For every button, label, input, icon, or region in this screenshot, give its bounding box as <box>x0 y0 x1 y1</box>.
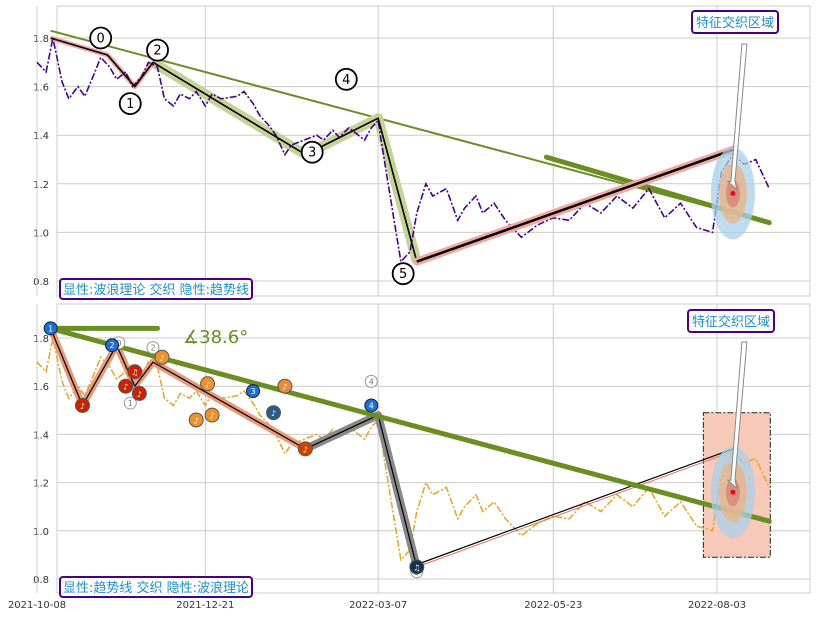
pivot-marker <box>74 397 90 413</box>
wave-label: 2 <box>153 44 161 59</box>
pivot-marker-glyph: ♪ <box>137 390 142 399</box>
callout-box <box>687 309 775 333</box>
wave-point-label: 3 <box>251 387 256 396</box>
wave-label-circle <box>300 140 324 164</box>
wave-point-marker <box>105 338 120 353</box>
pivot-marker <box>297 441 313 457</box>
pivot-marker <box>204 407 220 423</box>
pivot-marker-glyph: ♪ <box>194 416 199 425</box>
pivot-marker <box>200 376 216 392</box>
callout-text: 特征交织区域 <box>692 314 770 330</box>
wave-label: 3 <box>308 146 316 161</box>
wave-label: 1 <box>126 97 134 112</box>
hidden-wave-label-circle <box>146 341 160 355</box>
x-tick-label: 2021-10-08 <box>8 600 66 611</box>
hidden-trend-line <box>416 448 734 566</box>
wave-point-marker <box>43 321 58 336</box>
hidden-wave-label-circle <box>364 374 378 388</box>
hidden-wave-label: 1 <box>128 399 133 408</box>
angle-label: ∡38.6° <box>183 327 248 348</box>
callout-arrow <box>726 43 748 191</box>
wave-label-circle <box>391 262 415 286</box>
red-trend-line <box>416 148 734 263</box>
plot-area <box>56 5 811 297</box>
pivot-marker <box>277 378 293 394</box>
pivot-marker-glyph: ♫ <box>413 563 420 572</box>
pivot-marker <box>266 405 282 421</box>
wave-label: 5 <box>399 267 407 282</box>
price-line <box>36 37 771 264</box>
pivot-marker-glyph: ♪ <box>282 383 287 392</box>
hidden-wave-label-circle <box>123 396 137 410</box>
x-tick-label: 2022-05-23 <box>524 600 582 611</box>
legend-text: 显性:趋势线 交织 隐性:波浪理论 <box>63 580 249 596</box>
y-tick-label: 0.8 <box>33 575 49 586</box>
y-tick-label: 1.0 <box>33 527 49 538</box>
wave-label-circle <box>118 92 142 116</box>
wave-label: 0 <box>97 32 105 47</box>
wave-label: 4 <box>342 73 350 88</box>
x-tick-label: 2022-03-07 <box>349 600 407 611</box>
pivot-marker <box>131 385 147 401</box>
pivot-marker-glyph: ♪ <box>205 380 210 389</box>
pivot-marker-glyph: ♪ <box>160 354 165 363</box>
y-tick-label: 1.0 <box>33 228 49 239</box>
wave-point-marker <box>364 398 379 413</box>
callout-box <box>691 10 779 34</box>
pivot-marker-glyph: ♪ <box>303 445 308 454</box>
wave-point-label: 2 <box>110 341 115 350</box>
wave-label-circle <box>89 26 113 50</box>
wave-line <box>50 37 418 262</box>
legend-text: 显性:波浪理论 交织 隐性:趋势线 <box>63 282 249 298</box>
hidden-wave-label: 0 <box>116 339 121 348</box>
callout-arrow <box>726 341 748 490</box>
callout-text: 特征交织区域 <box>696 15 774 31</box>
wave-line <box>50 328 418 568</box>
wave-point-label: 1 <box>48 324 53 333</box>
hidden-wave-label: 2 <box>150 344 155 353</box>
pivot-marker <box>118 378 134 394</box>
hidden-trend-line-red <box>416 450 734 568</box>
pivot-marker-glyph: ♪ <box>271 409 276 418</box>
pivot-marker <box>127 364 143 380</box>
pivot-marker <box>154 349 170 365</box>
pivot-marker-glyph: ♫ <box>131 368 138 377</box>
wave-point-label: 4 <box>369 401 374 410</box>
wave-label-circle <box>334 67 358 91</box>
y-tick-label: 1.8 <box>33 334 49 345</box>
hidden-wave-label: 4 <box>369 377 374 386</box>
pivot-marker-glyph: ♪ <box>123 383 128 392</box>
legend-box <box>59 576 253 598</box>
density-center <box>730 191 736 197</box>
y-tick-label: 1.8 <box>33 34 49 45</box>
y-tick-label: 1.4 <box>33 430 49 441</box>
pivot-marker <box>188 412 204 428</box>
y-tick-label: 1.6 <box>33 382 49 393</box>
y-tick-label: 1.6 <box>33 83 49 94</box>
density-center <box>730 489 736 495</box>
y-tick-label: 1.2 <box>33 180 49 191</box>
legend-box <box>59 278 253 300</box>
y-tick-label: 1.4 <box>33 131 49 142</box>
pivot-marker <box>409 559 425 575</box>
wave-point-marker <box>246 384 261 399</box>
wave-label-circle <box>146 38 169 62</box>
x-tick-label: 2022-08-03 <box>688 600 746 611</box>
pivot-marker-glyph: ♪ <box>210 412 215 421</box>
pivot-marker-glyph: ♪ <box>80 402 85 411</box>
y-tick-label: 0.8 <box>33 277 49 288</box>
y-tick-label: 1.2 <box>33 479 49 490</box>
plot-area <box>56 303 811 594</box>
x-tick-label: 2021-12-21 <box>176 600 234 611</box>
trend-line <box>48 325 772 524</box>
